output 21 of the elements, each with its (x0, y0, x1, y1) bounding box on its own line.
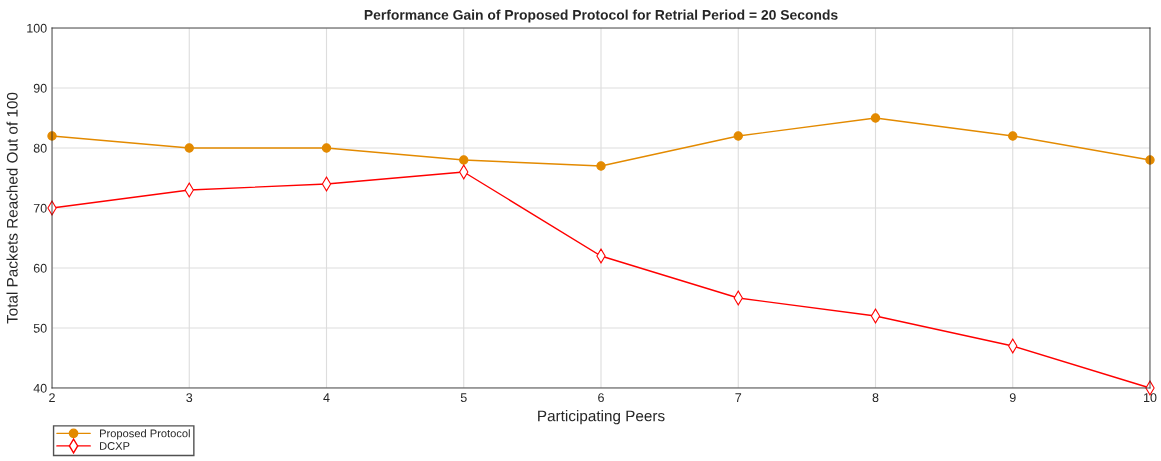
x-tick-label: 2 (49, 393, 55, 402)
x-tick-label: 7 (735, 393, 742, 402)
y-axis-title: Total Packets Reached Out of 100 (6, 92, 18, 324)
x-tick-label: 10 (1144, 393, 1157, 403)
x-tick-label: 6 (598, 393, 604, 403)
x-tick-label: 9 (1009, 393, 1016, 403)
chart-title: Performance Gain of Proposed Protocol for Retrial Period = 20 Seconds (364, 9, 838, 23)
y-tick-label: 80 (33, 143, 47, 153)
x-tick-label: 5 (460, 393, 467, 403)
legend-label: Proposed Protocol (100, 429, 190, 440)
x-tick-label: 8 (872, 393, 879, 403)
y-tick-label: 100 (27, 23, 47, 33)
x-tick-label: 4 (323, 393, 330, 402)
legend-label: DCXP (100, 442, 130, 450)
x-axis-title: Participating Peers (538, 410, 665, 425)
y-tick-label: 70 (33, 203, 47, 213)
y-tick-label: 90 (33, 83, 47, 93)
y-tick-label: 50 (33, 323, 47, 333)
x-tick-label: 3 (186, 393, 193, 403)
y-tick-label: 60 (33, 263, 47, 273)
y-tick-label: 40 (33, 383, 47, 393)
